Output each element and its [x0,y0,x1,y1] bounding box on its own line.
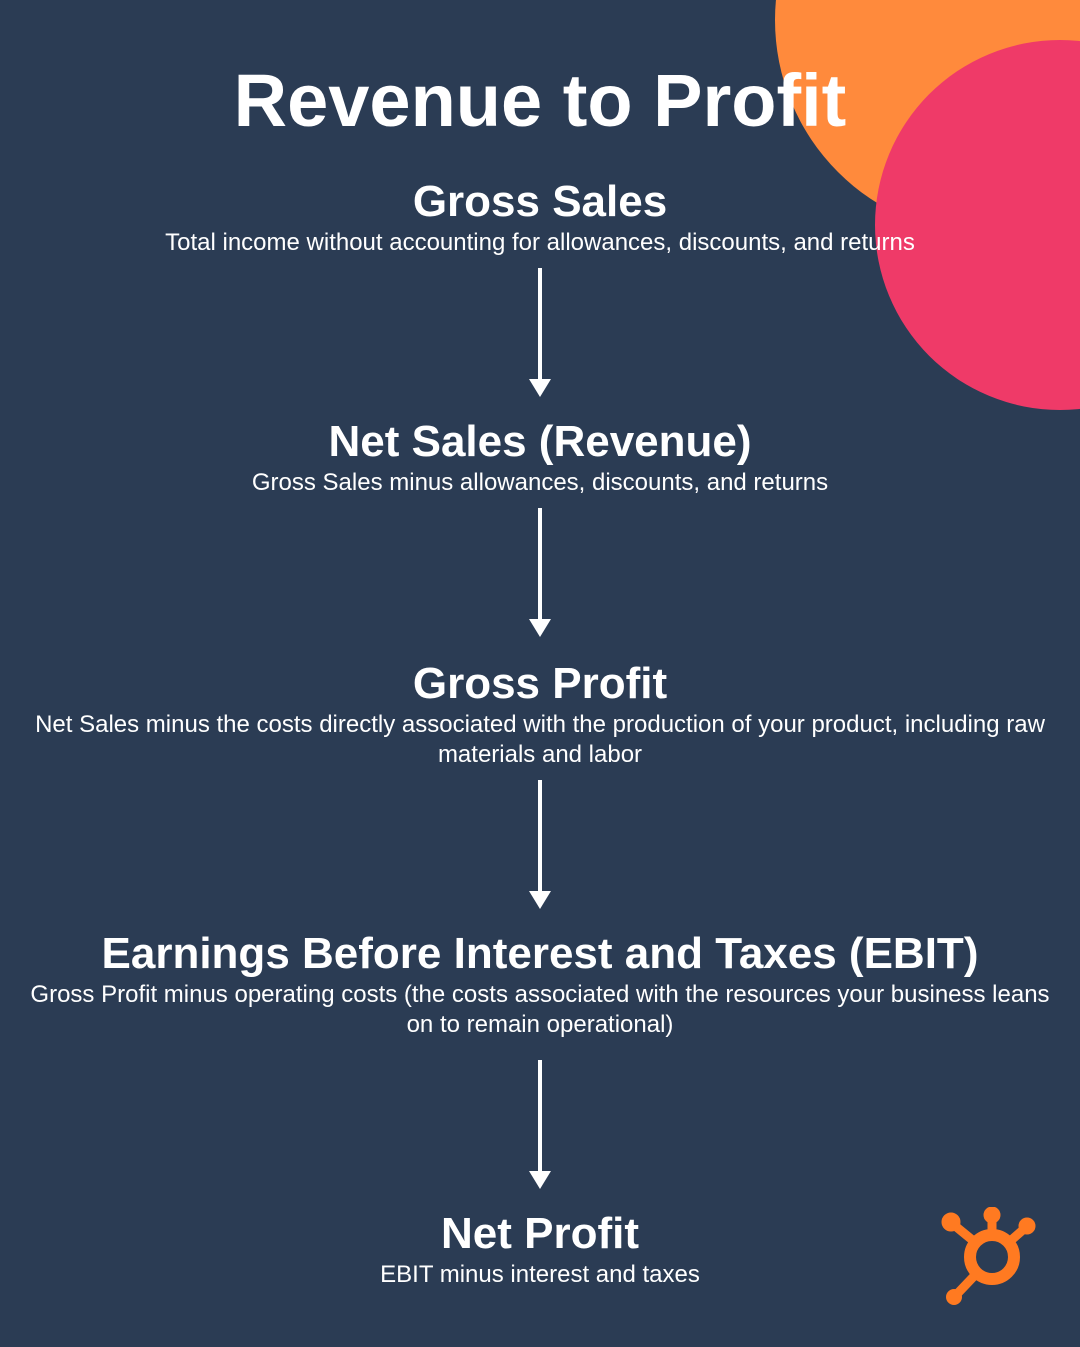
step-title: Gross Sales [30,178,1050,226]
hubspot-logo-icon [940,1207,1040,1307]
step-net-sales: Net Sales (Revenue) Gross Sales minus al… [0,418,1080,498]
page-title: Revenue to Profit [0,58,1080,143]
step-title: Earnings Before Interest and Taxes (EBIT… [30,930,1050,978]
step-desc: Gross Profit minus operating costs (the … [30,980,1050,1040]
arrow-down-icon [529,1060,551,1189]
step-desc: Gross Sales minus allowances, discounts,… [30,468,1050,498]
step-net-profit: Net Profit EBIT minus interest and taxes [0,1210,1080,1290]
step-gross-sales: Gross Sales Total income without account… [0,178,1080,258]
step-title: Net Sales (Revenue) [30,418,1050,466]
step-desc: EBIT minus interest and taxes [30,1260,1050,1290]
step-title: Net Profit [30,1210,1050,1258]
step-desc: Total income without accounting for allo… [30,228,1050,258]
arrow-down-icon [529,508,551,637]
arrow-down-icon [529,268,551,397]
step-ebit: Earnings Before Interest and Taxes (EBIT… [0,930,1080,1040]
infographic-canvas: Revenue to Profit Gross Sales Total inco… [0,0,1080,1347]
step-gross-profit: Gross Profit Net Sales minus the costs d… [0,660,1080,770]
step-title: Gross Profit [30,660,1050,708]
step-desc: Net Sales minus the costs directly assoc… [30,710,1050,770]
arrow-down-icon [529,780,551,909]
